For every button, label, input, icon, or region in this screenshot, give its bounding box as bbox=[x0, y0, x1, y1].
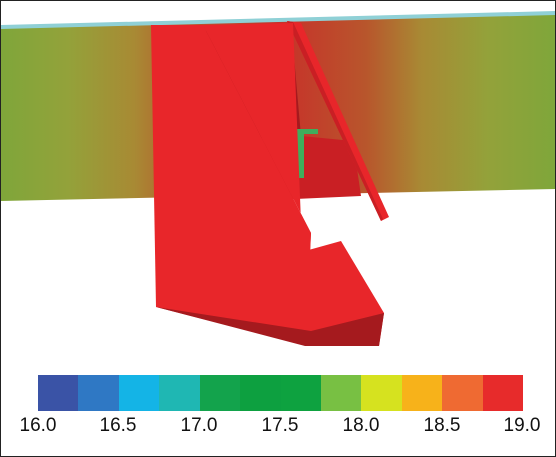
box-front-face bbox=[203, 23, 311, 346]
colorbar-segment bbox=[361, 375, 402, 411]
colorbar-segment bbox=[320, 375, 362, 411]
tick-label: 17.5 bbox=[261, 415, 299, 436]
colorbar-segment bbox=[199, 375, 241, 411]
right-fin-shade bbox=[287, 21, 383, 221]
colorbar-segment bbox=[280, 375, 321, 411]
tick-label: 18.0 bbox=[342, 415, 380, 436]
box-bottom-face bbox=[156, 307, 384, 346]
colorbar-segment bbox=[442, 375, 483, 411]
tick-label: 16.5 bbox=[99, 415, 137, 436]
tick-label: 17.0 bbox=[180, 415, 218, 436]
box-left-face bbox=[151, 25, 311, 345]
colorbar-segment bbox=[482, 375, 524, 411]
tick-label: 18.5 bbox=[423, 415, 461, 436]
probe-stem bbox=[297, 132, 304, 178]
colorbar-segment bbox=[401, 375, 443, 411]
colorbar-segment bbox=[78, 375, 119, 411]
colorbar-ticks: 16.0 16.5 17.0 17.5 18.0 18.5 19.0 bbox=[1, 415, 555, 441]
colorbar-segment bbox=[240, 375, 281, 411]
colorbar-segment bbox=[159, 375, 200, 411]
colorbar bbox=[38, 375, 524, 411]
field-top-edge bbox=[1, 11, 555, 29]
tick-label: 19.0 bbox=[503, 415, 541, 436]
probe-cap bbox=[284, 129, 318, 134]
tick-label: 16.0 bbox=[19, 415, 57, 436]
colorbar-segment bbox=[118, 375, 160, 411]
colorbar-segment bbox=[38, 375, 79, 411]
